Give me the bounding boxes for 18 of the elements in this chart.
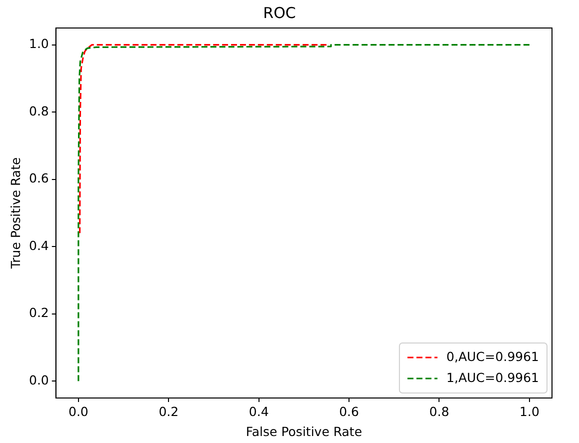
x-axis-title: False Positive Rate bbox=[246, 424, 362, 439]
legend-label: 0,AUC=0.9961 bbox=[446, 348, 540, 364]
line-series bbox=[78, 44, 328, 234]
x-tick-label: 1.0 bbox=[520, 404, 540, 419]
y-tick-label: 0.0 bbox=[28, 372, 49, 388]
y-tick-label: 1.0 bbox=[28, 36, 49, 52]
x-tick-label: 0.6 bbox=[339, 404, 360, 419]
legend-label: 1,AUC=0.9961 bbox=[446, 370, 540, 385]
y-tick-label: 0.8 bbox=[28, 103, 49, 118]
x-tick-label: 0.4 bbox=[248, 404, 269, 419]
y-tick-label: 0.6 bbox=[28, 170, 49, 186]
chart-title: ROC bbox=[263, 4, 296, 22]
y-tick-label: 0.2 bbox=[28, 305, 49, 320]
x-tick-label: 0.2 bbox=[158, 404, 179, 419]
x-tick-label: 0.0 bbox=[68, 404, 88, 419]
y-tick-label: 0.4 bbox=[28, 238, 49, 253]
y-axis-title: True Positive Rate bbox=[8, 157, 23, 270]
x-tick-label: 0.8 bbox=[429, 404, 450, 419]
